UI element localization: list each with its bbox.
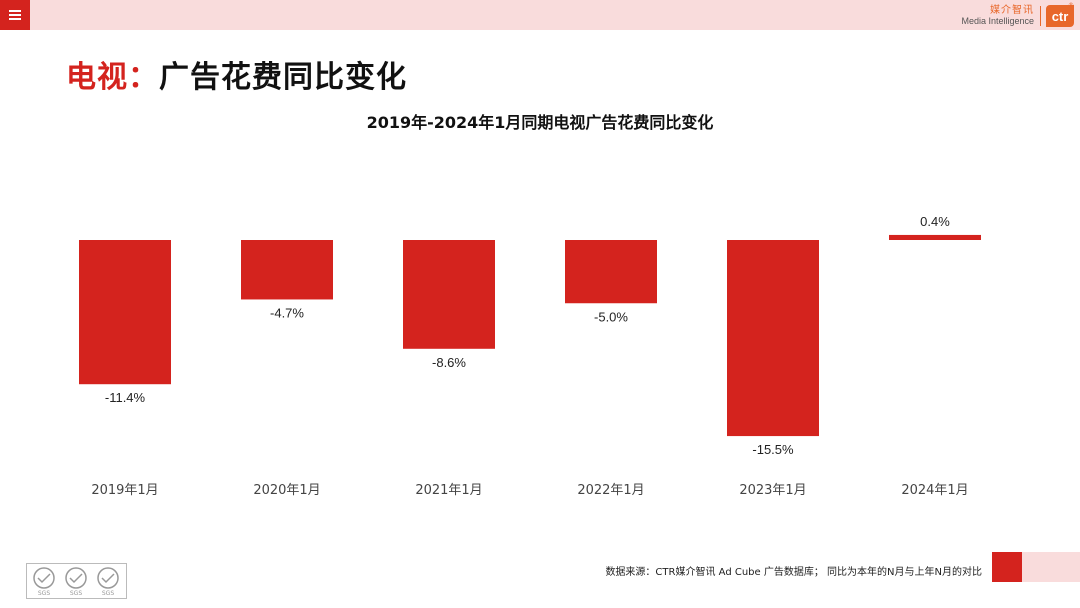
brand-name-cn: 媒介智讯	[990, 5, 1034, 16]
bar-5	[889, 234, 981, 240]
data-label-0: -11.4%	[105, 390, 146, 405]
data-label-2: -8.6%	[432, 355, 466, 370]
data-label-1: -4.7%	[270, 305, 304, 320]
x-tick-label-0: 2019年1月	[91, 483, 158, 498]
x-tick-label-3: 2022年1月	[577, 483, 644, 498]
bar-1	[241, 240, 333, 300]
footer-accent-block	[992, 552, 1022, 582]
x-tick-label-5: 2024年1月	[901, 483, 968, 498]
bar-2	[403, 240, 495, 349]
x-tick-label-4: 2023年1月	[739, 483, 806, 498]
data-label-3: -5.0%	[594, 309, 628, 324]
bar-4	[727, 240, 819, 437]
menu-button[interactable]	[0, 0, 30, 30]
sgs-seal-icon: SGS SGS SGS	[33, 567, 119, 597]
data-label-4: -15.5%	[752, 442, 794, 457]
brand-logo: 媒介智讯 Media Intelligence ctr ®	[961, 2, 1074, 29]
top-bar: 媒介智讯 Media Intelligence ctr ®	[0, 0, 1080, 30]
bar-3	[565, 240, 657, 304]
ctr-logo-icon: ctr	[1046, 5, 1074, 27]
data-source-note: 数据来源：CTR媒介智讯 Ad Cube 广告数据库； 同比为本年的N月与上年N…	[605, 567, 982, 578]
sgs-certification-badge: SGS SGS SGS	[26, 563, 127, 599]
page-title-prefix: 电视：	[66, 60, 159, 95]
registered-mark: ®	[1068, 2, 1074, 9]
brand-name-en: Media Intelligence	[961, 16, 1034, 26]
x-tick-label-2: 2021年1月	[415, 483, 482, 498]
sgs-label: SGS	[102, 590, 114, 597]
hamburger-icon	[9, 10, 21, 20]
sgs-label: SGS	[70, 590, 82, 597]
page-title-main: 广告花费同比变化	[159, 60, 407, 95]
x-tick-label-1: 2020年1月	[253, 483, 320, 498]
sgs-label: SGS	[38, 590, 50, 597]
chart-title: 2019年-2024年1月同期电视广告花费同比变化	[366, 113, 714, 132]
bar-0	[79, 240, 171, 385]
page-title: 电视：广告花费同比变化	[66, 52, 407, 96]
data-label-5: 0.4%	[920, 214, 950, 229]
brand-divider	[1040, 6, 1041, 26]
footer-accent-bar	[992, 552, 1080, 582]
